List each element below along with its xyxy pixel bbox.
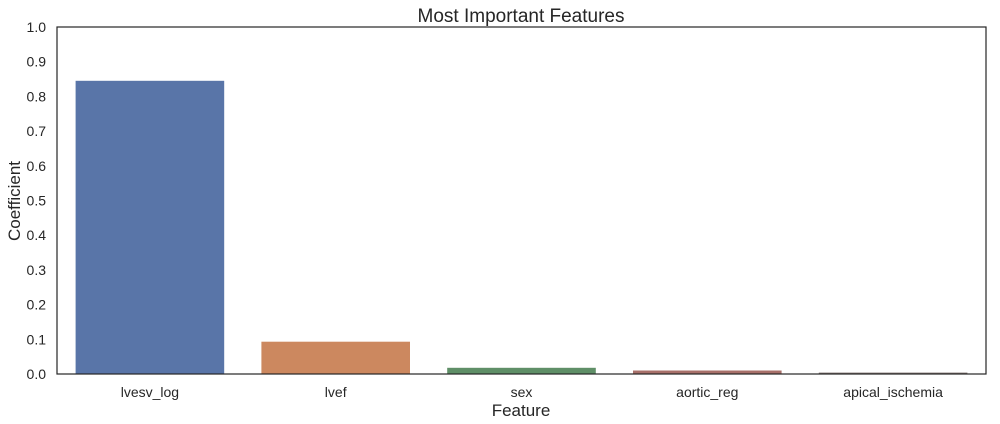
bar-sex: [447, 367, 596, 374]
y-tick-label: 0.7: [27, 123, 47, 139]
y-tick-label: 0.5: [27, 193, 47, 209]
bars-group: [75, 80, 968, 375]
y-tick-label: 0.1: [27, 331, 47, 347]
y-tick-label: 0.8: [27, 88, 47, 104]
y-tick-label: 0.4: [27, 227, 47, 243]
chart-title: Most Important Features: [418, 6, 625, 27]
y-axis-ticks: 0.0 0.1 0.2 0.3 0.4 0.5 0.6 0.7 0.8 0.9 1.0: [27, 19, 47, 382]
x-tick-label: apical_ischemia: [843, 384, 943, 400]
bar-lvesv-log: [75, 80, 225, 375]
x-axis-ticks: lvesv_log lvef sex aortic_reg apical_ischemi…: [121, 384, 943, 400]
y-tick-label: 0.9: [27, 54, 47, 70]
y-tick-label: 0.3: [27, 262, 47, 278]
y-axis-label: Coefficient: [5, 161, 24, 241]
bar-aortic-reg: [633, 370, 782, 374]
bar-lvef: [261, 341, 410, 374]
plot-frame: [56, 26, 987, 375]
bar-apical-ischemia: [818, 372, 968, 374]
x-tick-label: lvesv_log: [121, 384, 179, 400]
x-tick-label: aortic_reg: [676, 384, 738, 400]
y-tick-label: 0.2: [27, 297, 47, 313]
y-tick-label: 0.6: [27, 158, 47, 174]
x-axis-label: Feature: [492, 401, 551, 420]
x-tick-label: sex: [511, 384, 533, 400]
y-tick-label: 0.0: [27, 366, 47, 382]
x-tick-label: lvef: [325, 384, 347, 400]
y-tick-label: 1.0: [27, 19, 47, 35]
